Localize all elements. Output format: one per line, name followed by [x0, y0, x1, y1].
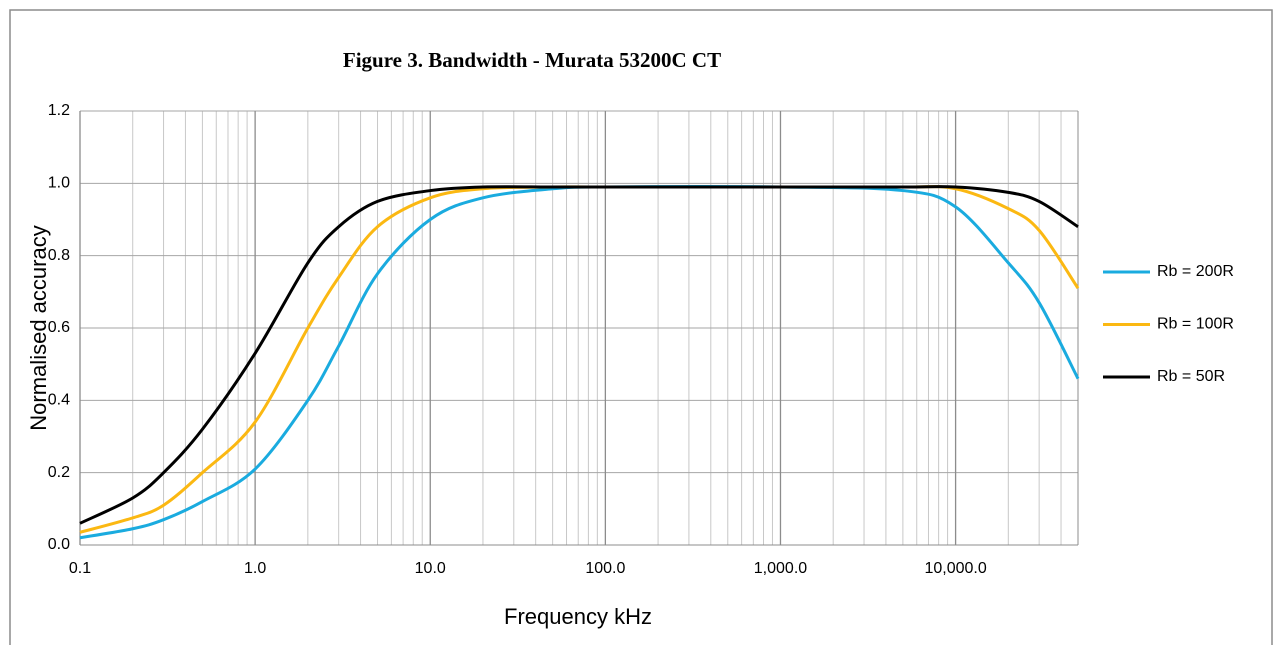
chart-title: Figure 3. Bandwidth - Murata 53200C CT — [343, 48, 721, 72]
x-tick-label: 100.0 — [585, 560, 625, 577]
y-axis-label: Normalised accuracy — [26, 225, 51, 430]
y-tick-label: 0.6 — [48, 319, 70, 336]
y-tick-label: 1.2 — [48, 102, 70, 119]
y-tick-label: 0.8 — [48, 247, 70, 264]
series-line — [79, 185, 1079, 525]
x-axis-label: Frequency kHz — [504, 604, 652, 629]
legend-label: Rb = 100R — [1157, 316, 1234, 333]
x-tick-label: 0.1 — [69, 560, 91, 577]
x-tick-label: 10,000.0 — [924, 560, 986, 577]
x-tick-label: 10.0 — [415, 560, 446, 577]
y-tick-label: 1.0 — [48, 175, 70, 192]
grid — [79, 110, 1079, 546]
series-line — [79, 185, 1080, 540]
y-tick-label: 0.4 — [48, 392, 70, 409]
y-tick-label: 0.0 — [48, 536, 70, 553]
chart-frame — [9, 9, 1273, 645]
series-line — [79, 185, 1080, 534]
legend-label: Rb = 200R — [1157, 263, 1234, 280]
y-tick-label: 0.2 — [48, 464, 70, 481]
x-tick-label: 1.0 — [244, 560, 266, 577]
legend-label: Rb = 50R — [1157, 368, 1225, 385]
plot — [79, 185, 1080, 540]
x-tick-label: 1,000.0 — [754, 560, 807, 577]
